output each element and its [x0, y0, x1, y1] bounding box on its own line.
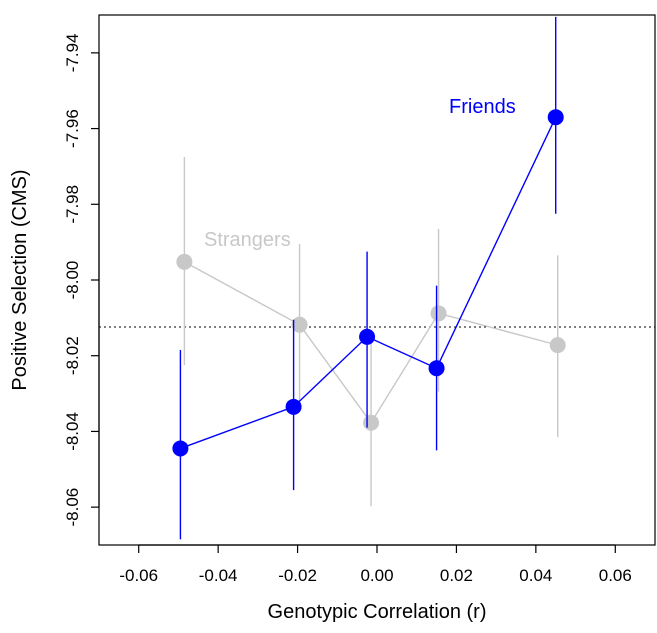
x-tick-label: -0.06	[119, 566, 158, 585]
x-tick-label: 0.06	[599, 566, 632, 585]
series-friends	[172, 16, 564, 540]
series-strangers	[176, 156, 566, 507]
data-point-friends	[428, 360, 445, 377]
x-tick-label: -0.04	[199, 566, 238, 585]
x-tick-label: -0.02	[278, 566, 317, 585]
x-tick-label: 0.04	[519, 566, 552, 585]
y-tick-label: -8.06	[63, 488, 82, 527]
y-tick-label: -7.98	[63, 185, 82, 224]
series-layer	[172, 16, 566, 540]
series-label-friends: Friends	[449, 96, 516, 118]
data-point-strangers	[549, 337, 566, 354]
data-point-friends	[547, 109, 564, 126]
y-tick-label: -8.02	[63, 336, 82, 375]
y-axis-title: Positive Selection (CMS)	[9, 169, 31, 390]
data-point-strangers	[176, 253, 193, 270]
series-line-friends	[180, 116, 557, 450]
y-tick-label: -8.04	[63, 412, 82, 451]
y-tick-label: -7.94	[63, 33, 82, 72]
y-axis: -8.06 -8.04 -8.02 -8.00 -7.98 -7.96 -7.94	[63, 33, 100, 527]
data-point-strangers	[291, 316, 308, 333]
plot-frame	[98, 14, 656, 546]
data-point-friends	[285, 398, 302, 415]
x-tick-label: 0.02	[440, 566, 473, 585]
series-label-strangers: Strangers	[204, 229, 291, 251]
x-axis-title: Genotypic Correlation (r)	[268, 601, 487, 623]
data-point-friends	[172, 440, 189, 457]
data-point-strangers	[430, 305, 447, 322]
y-tick-label: -8.00	[63, 261, 82, 300]
x-tick-label: 0.00	[360, 566, 393, 585]
y-tick-label: -7.96	[63, 109, 82, 148]
data-point-strangers	[363, 414, 380, 431]
data-point-friends	[359, 328, 376, 345]
x-axis: -0.06 -0.04 -0.02 0.00 0.02 0.04 0.06	[119, 544, 632, 585]
